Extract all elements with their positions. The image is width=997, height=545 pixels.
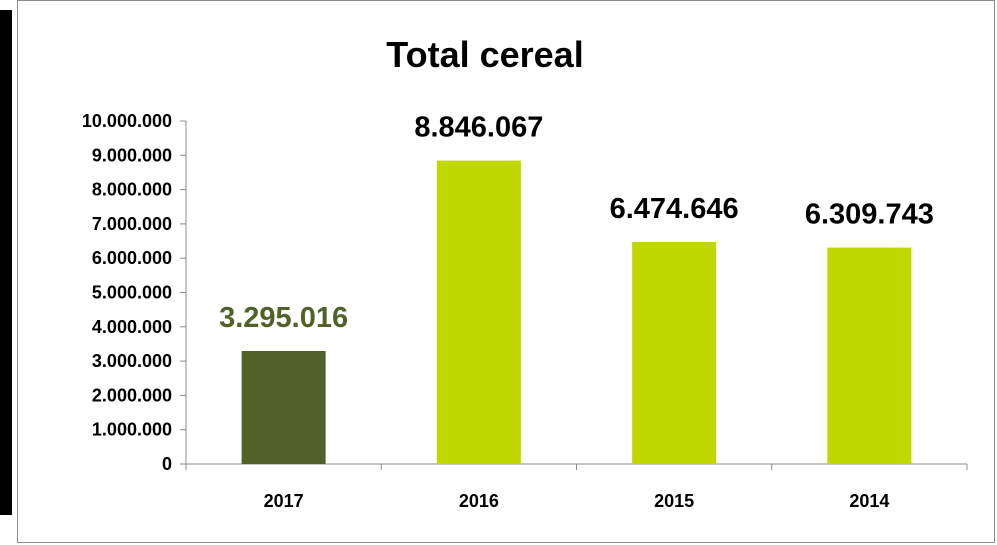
y-tick-label: 0 [162,454,172,474]
data-label-2016: 8.846.067 [414,112,543,144]
data-label-2015: 6.474.646 [610,193,739,225]
data-label-2014: 6.309.743 [805,199,934,231]
bar-2017 [241,350,326,464]
y-tick-label: 3.000.000 [92,351,172,371]
x-tick-label-2016: 2016 [459,491,499,511]
x-tick-label-2014: 2014 [849,491,889,511]
y-tick-label: 9.000.000 [92,145,172,165]
y-tick-label: 2.000.000 [92,385,172,405]
y-tick-label: 7.000.000 [92,214,172,234]
chart-title: Total cereal [386,34,583,75]
y-tick-label: 8.000.000 [92,180,172,200]
y-axis: 0 1.000.000 2.000.000 3.000.000 4.000.000 5.0… [82,111,187,474]
data-label-2017: 3.295.016 [219,302,348,334]
y-tick-label: 1.000.000 [92,420,172,440]
x-tick-label-2015: 2015 [654,491,694,511]
bar-2015 [632,241,717,464]
bar-2014 [827,247,912,464]
x-tick-label-2017: 2017 [264,491,304,511]
data-labels: 3.295.016 8.846.067 6.474.646 6.309.743 [219,112,934,334]
y-tick-label: 10.000.000 [82,111,172,131]
y-tick-label: 5.000.000 [92,283,172,303]
bars [241,160,912,464]
x-tick-labels: 2017 2016 2015 2014 [264,491,890,511]
x-axis [185,463,968,470]
y-tick-label: 4.000.000 [92,317,172,337]
left-edge-bar [0,10,12,515]
y-tick-label: 6.000.000 [92,248,172,268]
bar-2016 [436,160,521,464]
